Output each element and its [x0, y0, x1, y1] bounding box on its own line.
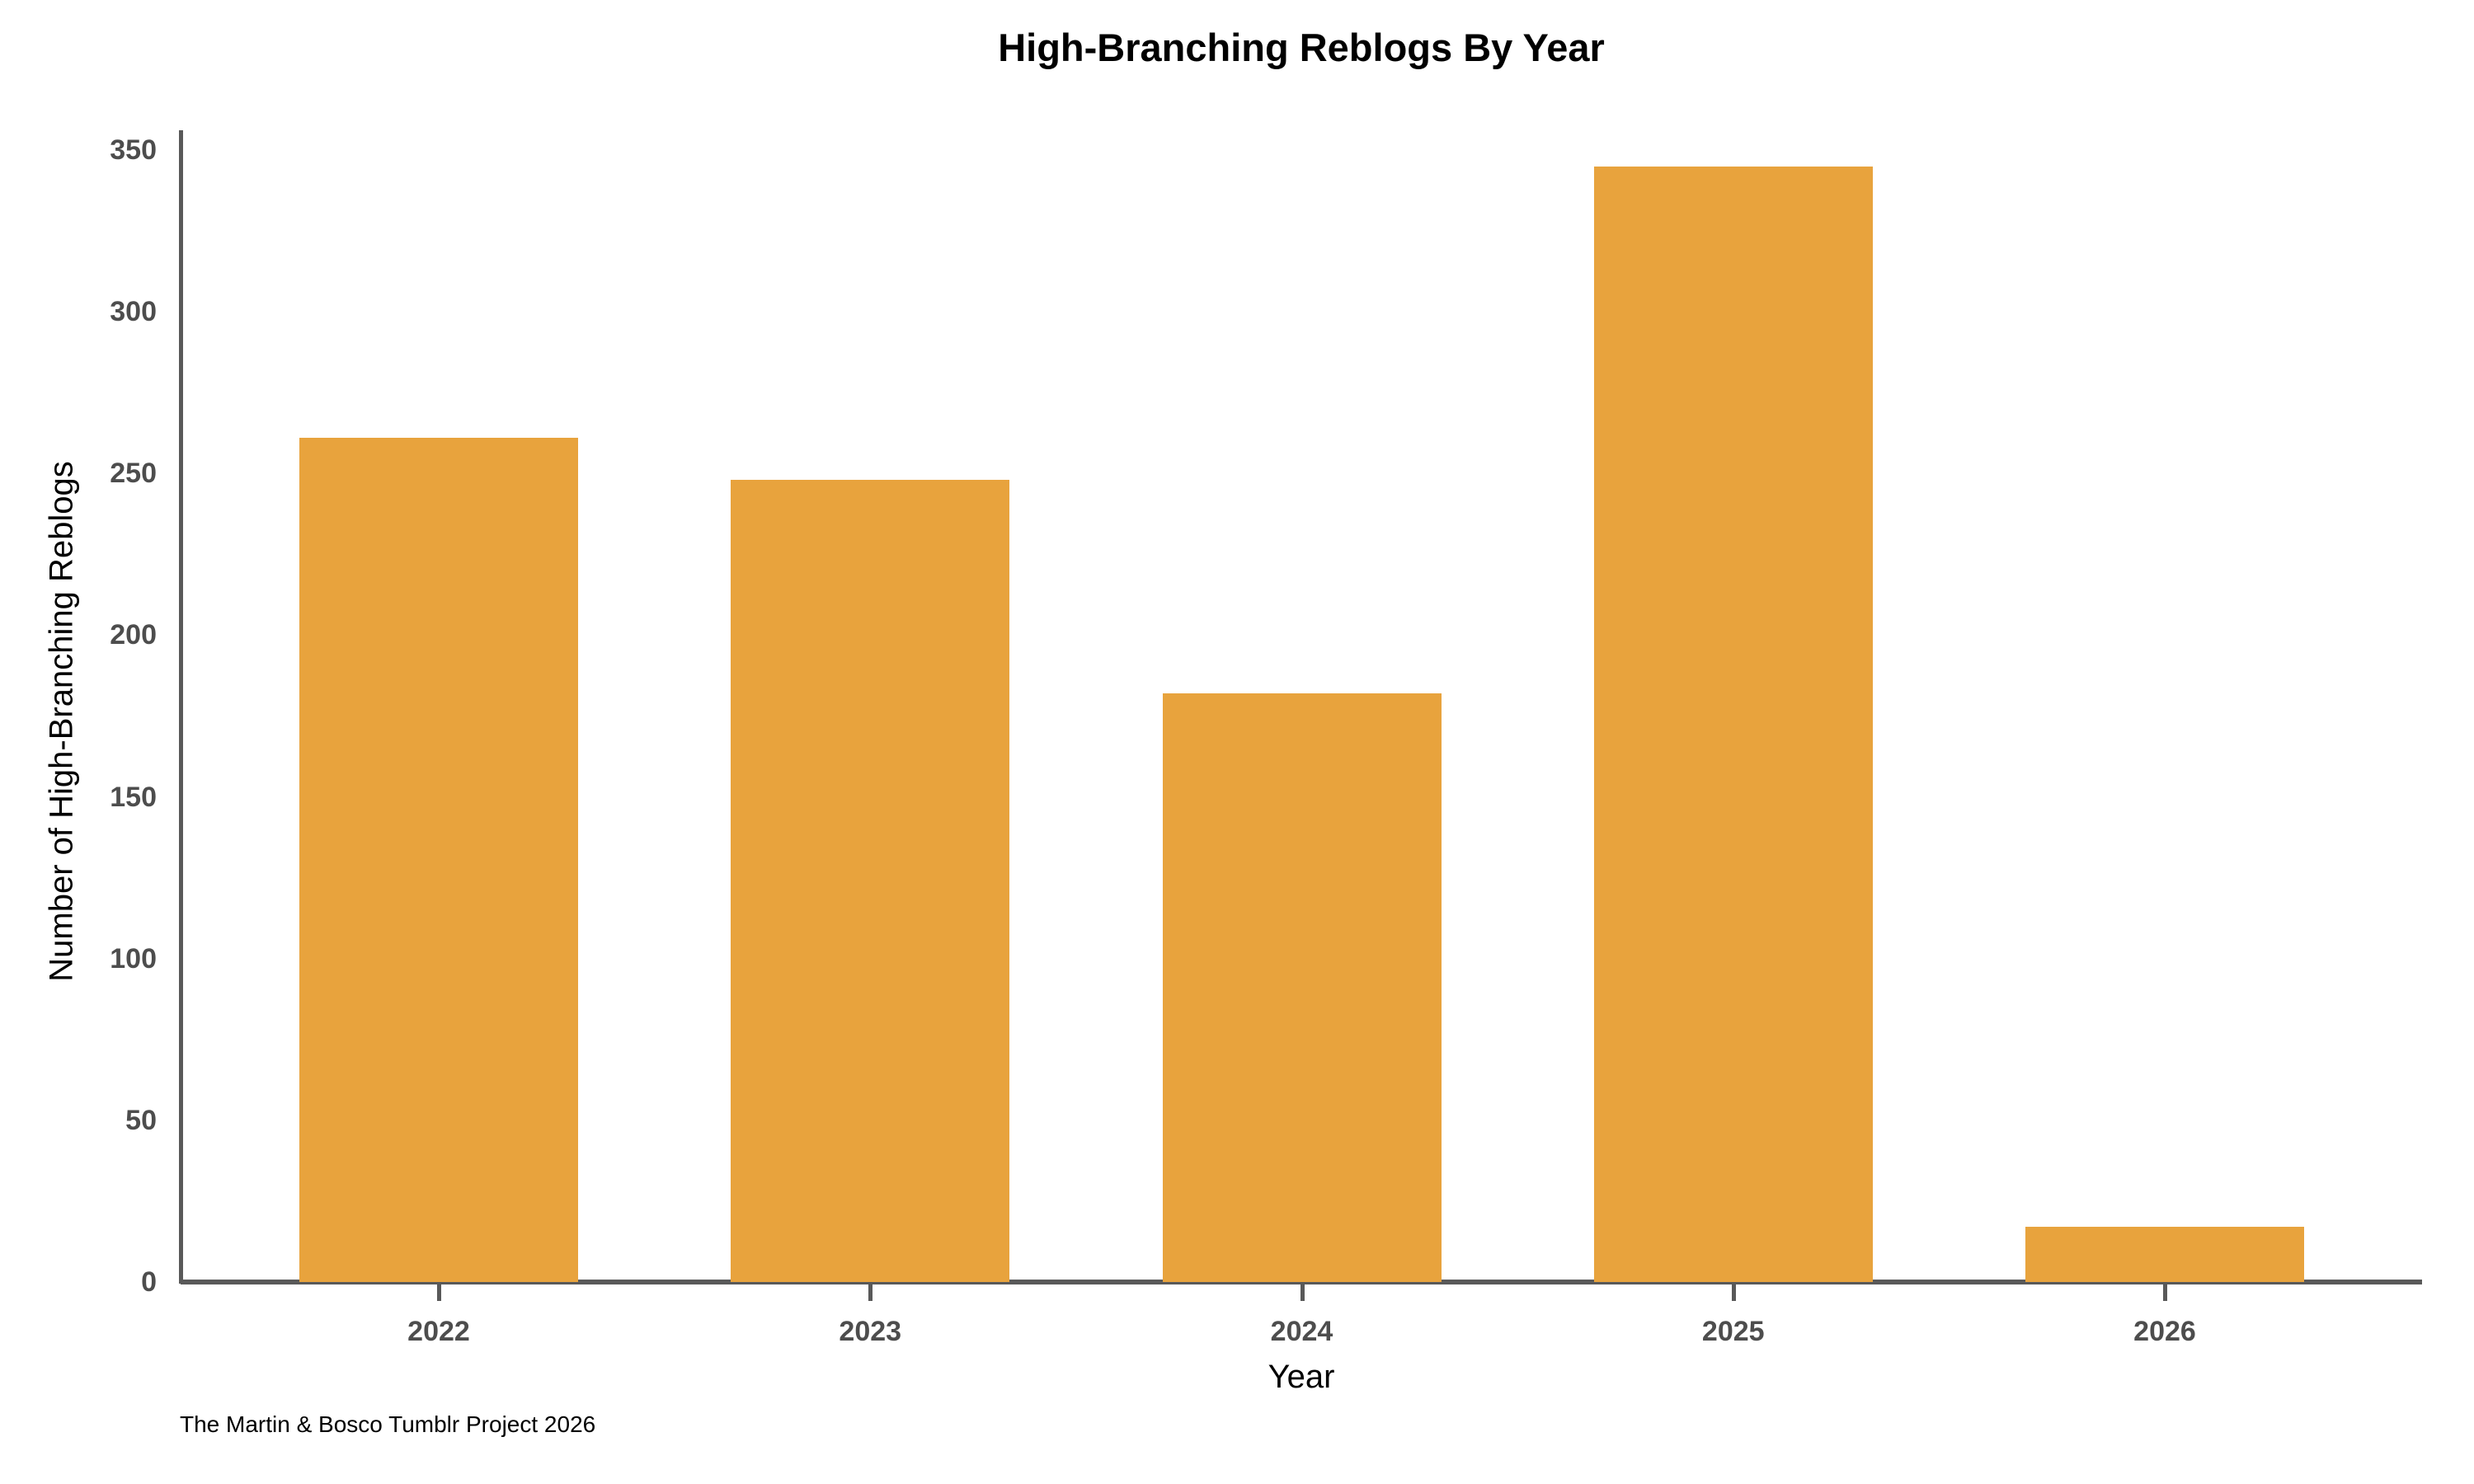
bar-2023	[731, 480, 1010, 1282]
x-tick-label-2023: 2023	[839, 1316, 902, 1347]
y-tick-label-200: 200	[110, 619, 157, 651]
bar-2024	[1162, 693, 1442, 1282]
bar-2025	[1593, 166, 1873, 1282]
x-axis-line	[181, 1280, 2422, 1284]
y-tick-label-350: 350	[110, 134, 157, 166]
x-tick-label-2024: 2024	[1270, 1316, 1333, 1347]
x-tick-mark-2022	[437, 1284, 441, 1301]
x-tick-label-2026: 2026	[2133, 1316, 2196, 1347]
y-axis-title: Number of High-Branching Reblogs	[43, 461, 80, 982]
x-axis-title: Year	[1268, 1359, 1335, 1395]
y-tick-label-100: 100	[110, 942, 157, 974]
y-axis-spine	[179, 130, 183, 1284]
x-tick-label-2022: 2022	[407, 1316, 470, 1347]
y-tick-label-150: 150	[110, 781, 157, 813]
plot-area	[181, 150, 2422, 1282]
bar-2026	[2025, 1227, 2304, 1282]
x-tick-mark-2025	[1731, 1284, 1736, 1301]
x-tick-mark-2026	[2163, 1284, 2167, 1301]
x-tick-label-2025: 2025	[1701, 1316, 1765, 1347]
x-tick-mark-2024	[1300, 1284, 1305, 1301]
x-tick-mark-2023	[868, 1284, 873, 1301]
y-tick-label-0: 0	[141, 1266, 157, 1298]
footer-note: The Martin & Bosco Tumblr Project 2026	[180, 1411, 596, 1437]
chart-title: High-Branching Reblogs By Year	[998, 26, 1605, 69]
y-tick-label-250: 250	[110, 458, 157, 490]
y-tick-label-300: 300	[110, 296, 157, 328]
bar-2022	[299, 438, 578, 1282]
y-tick-label-50: 50	[125, 1104, 157, 1136]
